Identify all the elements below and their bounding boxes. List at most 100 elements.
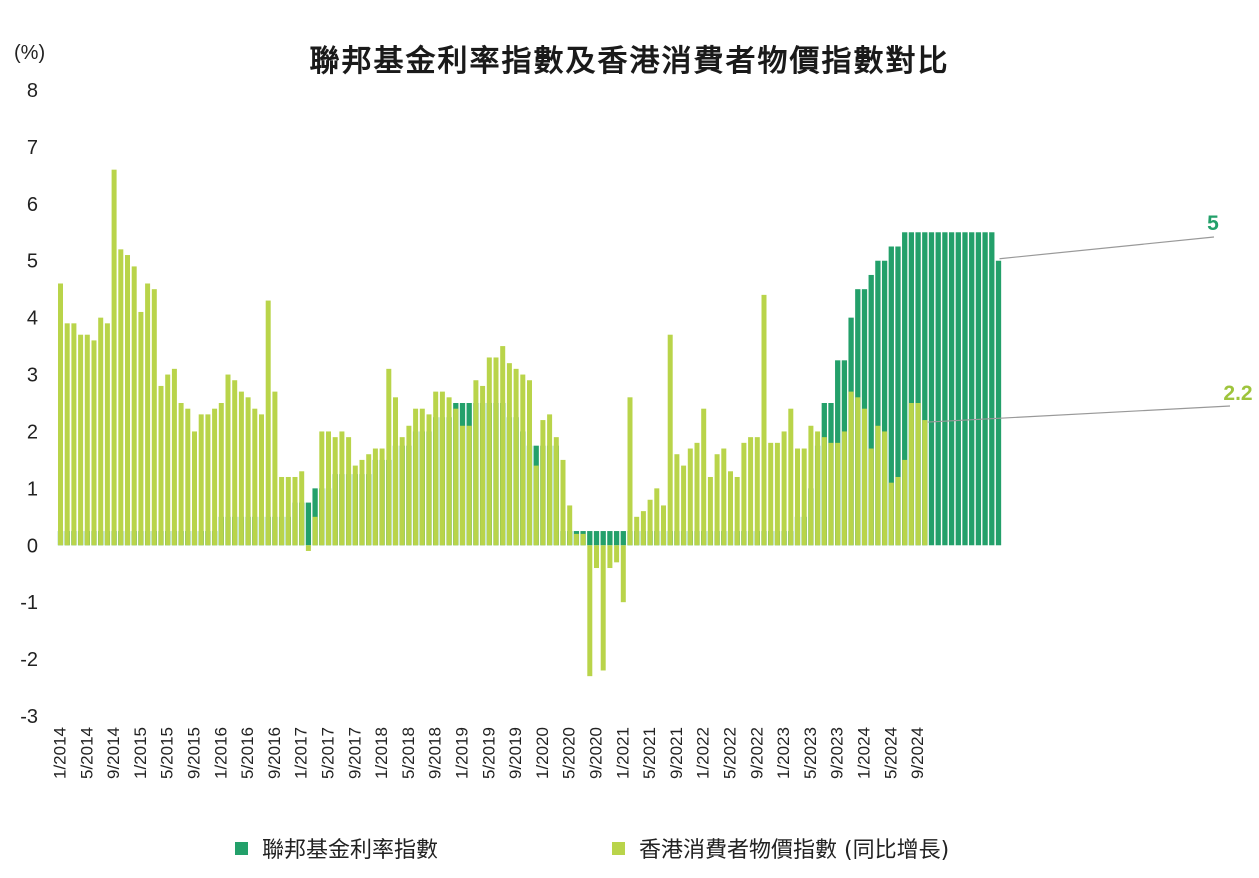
bar-hk-cpi bbox=[319, 431, 325, 546]
bar-hk-cpi bbox=[500, 346, 506, 546]
x-tick-label: 1/2021 bbox=[613, 727, 632, 779]
legend-item-hk-cpi: 香港消費者物價指數 (同比增長) bbox=[612, 833, 949, 863]
x-tick-label: 1/2020 bbox=[533, 727, 552, 779]
bar-hk-cpi bbox=[198, 414, 204, 546]
bar-hk-cpi bbox=[748, 437, 754, 546]
x-tick-label: 5/2024 bbox=[881, 727, 900, 779]
bar-fed-funds-rate bbox=[613, 531, 620, 546]
bar-hk-cpi bbox=[480, 385, 486, 546]
bar-fed-funds-rate bbox=[600, 531, 606, 546]
bar-hk-cpi bbox=[151, 289, 157, 546]
x-tick-label: 1/2018 bbox=[372, 727, 391, 779]
x-tick-label: 1/2017 bbox=[292, 727, 311, 779]
x-tick-label: 9/2014 bbox=[104, 727, 123, 779]
bar-fed-funds-rate bbox=[975, 232, 982, 546]
bar-hk-cpi bbox=[714, 454, 720, 546]
bar-hk-cpi bbox=[386, 368, 392, 546]
x-tick-label: 1/2016 bbox=[211, 727, 230, 779]
x-tick-label: 1/2024 bbox=[855, 727, 874, 779]
y-tick-label: -2 bbox=[20, 649, 38, 671]
legend-swatch-fed-funds-rate bbox=[235, 841, 248, 855]
x-tick-label: 9/2015 bbox=[185, 727, 204, 779]
x-tick-label: 5/2021 bbox=[640, 727, 659, 779]
bar-fed-funds-rate bbox=[942, 232, 948, 546]
bar-hk-cpi bbox=[513, 368, 519, 546]
bar-hk-cpi bbox=[138, 311, 144, 546]
bar-fed-funds-rate bbox=[982, 232, 988, 546]
bar-hk-cpi bbox=[252, 408, 258, 546]
bar-hk-cpi bbox=[687, 448, 693, 546]
bar-hk-cpi bbox=[647, 499, 653, 546]
bar-hk-cpi bbox=[768, 442, 774, 546]
y-tick-label: 3 bbox=[27, 365, 38, 387]
bar-hk-cpi bbox=[815, 431, 821, 546]
y-tick-label: 0 bbox=[27, 535, 38, 557]
bar-hk-cpi bbox=[774, 442, 780, 546]
bar-hk-cpi bbox=[888, 482, 894, 546]
annotation-leader-cpi bbox=[927, 405, 1231, 423]
bar-hk-cpi bbox=[192, 431, 197, 546]
bar-hk-cpi bbox=[734, 476, 740, 546]
legend-item-fed-funds-rate: 聯邦基金利率指數 bbox=[235, 833, 438, 863]
bar-hk-cpi bbox=[868, 448, 874, 546]
bar-hk-cpi bbox=[567, 505, 573, 546]
bar-hk-cpi bbox=[781, 431, 787, 546]
bar-hk-cpi bbox=[506, 363, 512, 546]
bar-hk-cpi bbox=[446, 397, 452, 546]
bar-hk-cpi bbox=[379, 448, 385, 546]
bar-hk-cpi bbox=[473, 380, 479, 546]
bar-fed-funds-rate bbox=[868, 274, 874, 546]
bar-hk-cpi bbox=[882, 431, 888, 546]
bar-hk-cpi bbox=[131, 266, 137, 546]
bar-hk-cpi bbox=[795, 448, 800, 546]
bar-hk-cpi bbox=[573, 533, 579, 546]
bar-hk-cpi bbox=[741, 442, 747, 546]
bar-hk-cpi bbox=[178, 403, 184, 546]
x-tick-label: 5/2015 bbox=[158, 727, 177, 779]
x-tick-label: 5/2018 bbox=[399, 727, 418, 779]
bar-hk-cpi bbox=[185, 408, 191, 546]
chart-title: 聯邦基金利率指數及香港消費者物價指數對比 bbox=[309, 44, 950, 79]
bar-hk-cpi bbox=[339, 431, 345, 546]
bar-hk-cpi bbox=[145, 283, 151, 546]
x-tick-label: 1/2019 bbox=[453, 727, 472, 779]
bar-hk-cpi bbox=[547, 414, 553, 546]
bar-hk-cpi bbox=[634, 516, 640, 546]
bar-hk-cpi bbox=[835, 442, 841, 546]
bar-hk-cpi bbox=[640, 511, 646, 546]
bar-fed-funds-rate bbox=[962, 232, 968, 546]
bar-hk-cpi bbox=[98, 317, 104, 546]
bar-fed-funds-rate bbox=[881, 260, 888, 546]
bar-hk-cpi bbox=[915, 403, 921, 546]
bar-hk-cpi bbox=[212, 408, 218, 546]
bar-hk-cpi bbox=[808, 425, 814, 546]
bar-hk-cpi bbox=[533, 465, 539, 546]
y-axis-unit-label: (%) bbox=[14, 42, 46, 64]
bar-hk-cpi bbox=[285, 476, 291, 546]
bar-hk-cpi bbox=[895, 476, 901, 546]
bar-fed-funds-rate bbox=[620, 531, 626, 546]
bar-hk-cpi bbox=[372, 448, 378, 546]
y-tick-label: 6 bbox=[27, 194, 38, 216]
bar-hk-cpi bbox=[721, 448, 727, 546]
bar-hk-cpi bbox=[754, 437, 760, 546]
annotation-fed-latest: 5 bbox=[1207, 212, 1219, 235]
bar-hk-cpi bbox=[292, 476, 298, 546]
x-tick-label: 9/2019 bbox=[506, 727, 525, 779]
bar-fed-funds-rate bbox=[888, 246, 894, 546]
bar-hk-cpi bbox=[238, 391, 244, 546]
bar-fed-funds-rate bbox=[989, 232, 995, 546]
x-tick-label: 9/2016 bbox=[265, 727, 284, 779]
bar-hk-cpi bbox=[607, 545, 613, 569]
bar-hk-cpi bbox=[312, 516, 318, 546]
bar-hk-cpi bbox=[493, 357, 499, 546]
annotation-cpi-latest: 2.2 bbox=[1223, 382, 1252, 405]
x-tick-label: 1/2022 bbox=[694, 727, 713, 779]
bar-hk-cpi bbox=[419, 408, 425, 546]
bar-fed-funds-rate bbox=[593, 531, 600, 546]
bar-hk-cpi bbox=[674, 454, 680, 546]
bar-hk-cpi bbox=[486, 357, 492, 546]
bar-hk-cpi bbox=[64, 323, 70, 546]
bar-hk-cpi bbox=[587, 545, 593, 677]
